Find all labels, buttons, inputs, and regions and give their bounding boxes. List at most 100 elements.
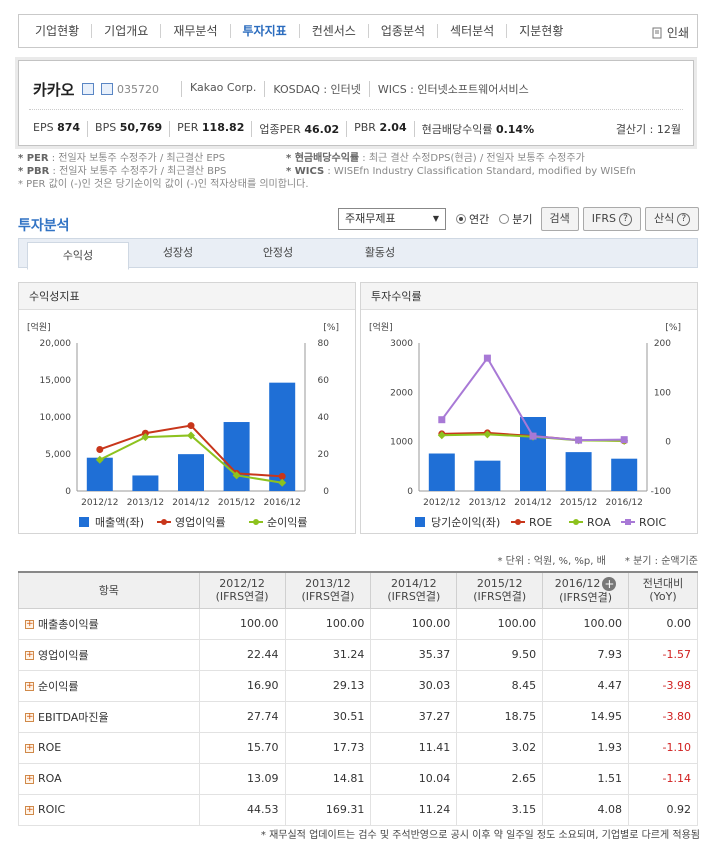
- expand-icon[interactable]: +: [25, 742, 34, 753]
- tab-ownership[interactable]: 지분현황: [519, 24, 564, 38]
- unit-note: * 단위 : 억원, %, %p, 배 * 분기 : 순액기준: [497, 556, 698, 567]
- legend-label: 순이익률: [267, 516, 307, 529]
- radio-quarterly[interactable]: 분기: [499, 211, 533, 227]
- metric-pbr: PBR 2.04: [346, 121, 413, 137]
- tab-growth[interactable]: 성장성: [162, 246, 194, 259]
- legend-label: ROIC: [639, 516, 667, 529]
- radio-annual[interactable]: 연간: [456, 211, 489, 227]
- expand-icon[interactable]: +: [25, 681, 34, 691]
- y-right-tick: -100: [651, 487, 672, 497]
- radio-unselected-icon: [499, 214, 510, 224]
- table-cell: 7.93: [542, 638, 630, 671]
- expand-icon[interactable]: +: [25, 650, 34, 660]
- y-left-tick: 3000: [390, 339, 413, 349]
- statement-select[interactable]: 주재무제표 ▼: [338, 208, 446, 230]
- table-cell: 27.74: [198, 700, 286, 733]
- tab-company-status[interactable]: 기업현황: [23, 24, 93, 38]
- expand-icon[interactable]: +: [25, 712, 34, 722]
- table-cell: 30.03: [370, 669, 458, 702]
- row-label[interactable]: + 매출총이익률: [18, 607, 200, 640]
- data-point: [575, 436, 583, 444]
- y-left-unit: [억원]: [369, 321, 393, 333]
- table-cell: 4.47: [542, 669, 630, 702]
- table-cell: 169.31: [284, 793, 372, 826]
- data-point: [96, 445, 104, 453]
- disclosure-icon[interactable]: [100, 82, 113, 95]
- ifrs-button[interactable]: IFRS?: [582, 207, 641, 231]
- header-yoy: 전년대비 (YoY): [628, 571, 698, 609]
- bar: [132, 475, 159, 491]
- yoy-cell: -1.14: [628, 762, 698, 795]
- expand-icon[interactable]: +: [25, 619, 34, 629]
- row-label[interactable]: + ROA: [18, 762, 200, 795]
- tab-financial-analysis[interactable]: 재무분석: [161, 24, 231, 38]
- x-tick-label: 2013/12: [127, 498, 164, 508]
- header-year: 2015/12 (IFRS연결): [456, 571, 544, 609]
- table-row: + EBITDA마진율 27.74 30.51 37.27 18.75 14.95 -3.80: [18, 700, 698, 733]
- bar: [565, 452, 592, 491]
- indicator-notes: * PER : 전일자 보통주 수정주가 / 최근결산 EPS * 현금배당수익…: [18, 152, 636, 191]
- formula-button[interactable]: 산식?: [644, 207, 700, 231]
- row-label[interactable]: + ROIC: [18, 793, 200, 826]
- tab-industry-analysis[interactable]: 업종분석: [369, 24, 439, 38]
- y-right-tick: 20: [318, 450, 330, 460]
- company-summary: 카카오 035720 Kakao Corp. KOSDAQ : 인터넷 WICS…: [18, 60, 694, 146]
- analysis-controls: 주재무제표 ▼ 연간 분기 검색 IFRS? 산식?: [338, 207, 700, 231]
- print-button[interactable]: 인쇄: [651, 24, 689, 41]
- tab-investment-indicators[interactable]: 투자지표: [231, 24, 300, 38]
- x-tick-label: 2016/12: [606, 498, 643, 508]
- table-cell: 3.02: [456, 731, 544, 764]
- table-cell: 100.00: [198, 607, 286, 640]
- fiscal-year-end: 결산기 : 12월: [615, 123, 681, 136]
- y-right-unit: [%]: [323, 323, 339, 333]
- return-chart-panel: 투자수익률 [억원] [%] 3000 2000 1000 0 200 100 0 -100 201…: [360, 282, 698, 534]
- print-label: 인쇄: [666, 26, 689, 40]
- tab-company-overview[interactable]: 기업개요: [92, 24, 162, 38]
- bar: [428, 453, 455, 491]
- company-info: Kakao Corp. KOSDAQ : 인터넷 WICS : 인터넷소프트웨어…: [181, 81, 537, 97]
- table-cell: 100.00: [370, 607, 458, 640]
- bar: [223, 422, 250, 491]
- x-tick-label: 2015/12: [560, 498, 597, 508]
- tab-stability[interactable]: 안정성: [262, 246, 294, 259]
- table-row: + 순이익률 16.90 29.13 30.03 8.45 4.47 -3.98: [18, 669, 698, 702]
- tab-activity[interactable]: 활동성: [364, 246, 396, 259]
- data-point: [620, 436, 628, 444]
- tab-profitability[interactable]: 수익성: [27, 242, 129, 270]
- legend-label: ROA: [587, 516, 611, 529]
- yoy-cell: 0.00: [628, 607, 698, 640]
- home-icon[interactable]: [81, 82, 94, 95]
- indicator-table: 항목 2012/12 (IFRS연결) 2013/12 (IFRS연결) 2014/…: [18, 571, 698, 826]
- print-icon: [652, 27, 662, 38]
- table-cell: 16.90: [198, 669, 286, 702]
- data-point: [278, 472, 286, 480]
- row-label[interactable]: + 영업이익률: [18, 638, 200, 671]
- table-cell: 15.70: [198, 731, 286, 764]
- table-cell: 30.51: [284, 700, 372, 733]
- expand-icon[interactable]: +: [25, 804, 34, 815]
- table-cell: 17.73: [284, 731, 372, 764]
- table-cell: 100.00: [456, 607, 544, 640]
- chevron-down-icon: ▼: [432, 214, 439, 223]
- row-label[interactable]: + 순이익률: [18, 669, 200, 702]
- section-title: 투자분석: [18, 218, 70, 234]
- note-dividend: * 현금배당수익률 : 최근 결산 수정DPS(현금) / 전일자 보통주 수정…: [286, 153, 585, 164]
- y-left-unit: [억원]: [27, 321, 51, 333]
- company-name-row: 카카오: [33, 79, 113, 100]
- table-cell: 11.41: [370, 731, 458, 764]
- expand-columns-icon[interactable]: +: [602, 576, 617, 591]
- row-label[interactable]: + EBITDA마진율: [18, 700, 200, 733]
- y-right-tick: 60: [318, 376, 330, 386]
- table-cell: 14.95: [542, 700, 630, 733]
- y-left-tick: 15,000: [40, 376, 72, 386]
- legend-marker: [161, 519, 167, 525]
- help-icon: ?: [618, 212, 632, 226]
- metric-sector-per: 업종PER 46.02: [251, 121, 346, 137]
- search-button[interactable]: 검색: [540, 207, 579, 231]
- expand-icon[interactable]: +: [25, 773, 34, 784]
- tab-sector-analysis[interactable]: 섹터분석: [438, 24, 508, 38]
- data-point: [529, 432, 537, 440]
- tab-consensus[interactable]: 컨센서스: [300, 24, 369, 38]
- legend-marker: [625, 519, 631, 525]
- row-label[interactable]: + ROE: [18, 731, 200, 764]
